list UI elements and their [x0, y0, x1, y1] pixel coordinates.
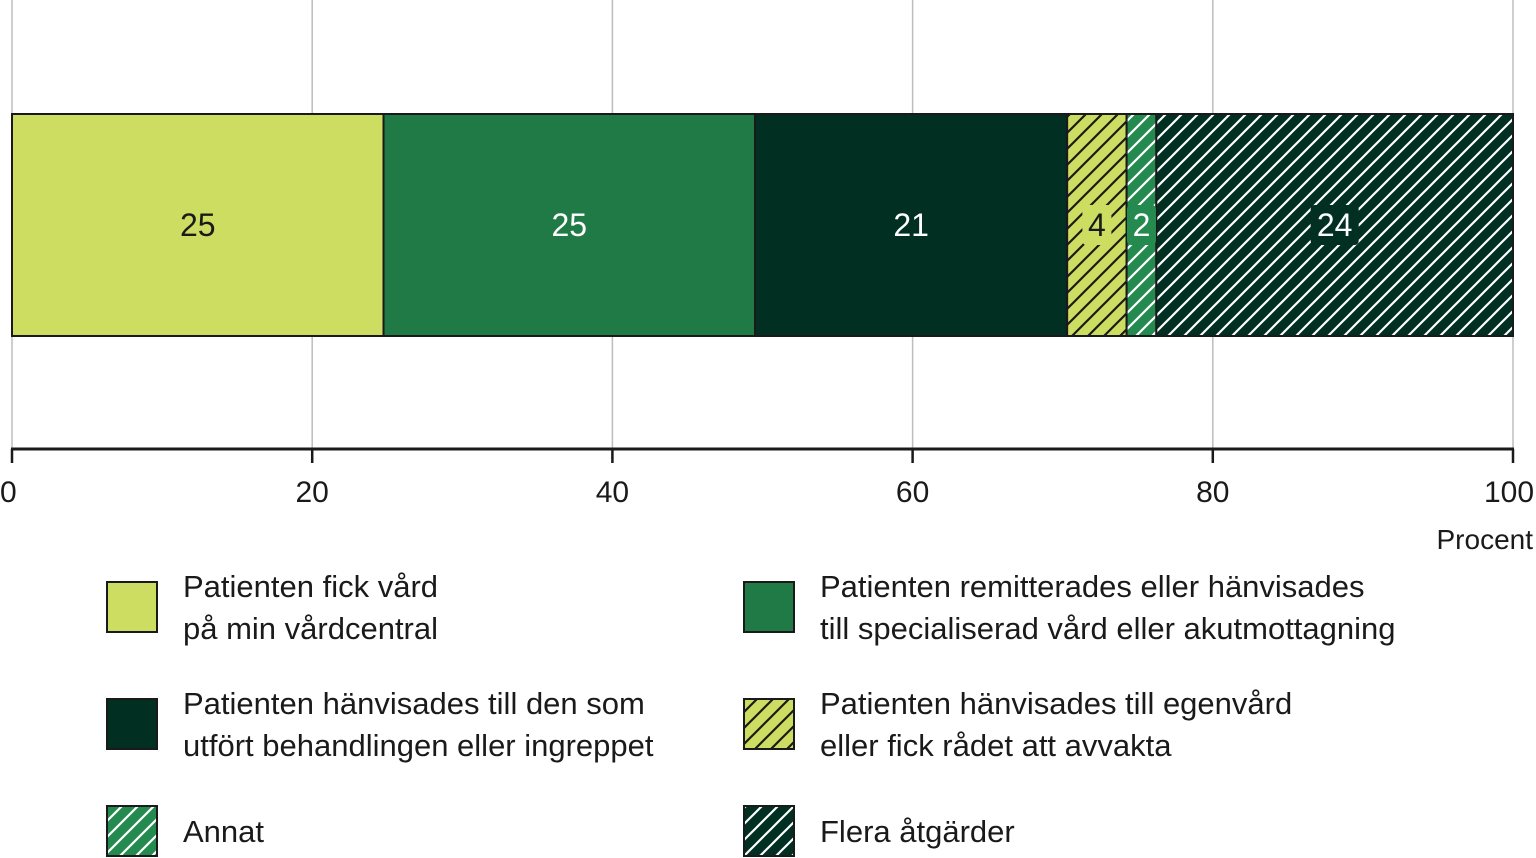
legend-swatch-patienten-hanvisades-till-den-som-utfort-behandlingen-eller-ingreppet — [106, 698, 158, 750]
tick-label-80: 80 — [1196, 476, 1229, 509]
legend-swatch-patienten-hanvisades-till-egenvard-eller-fick-radet-att-avvakta — [743, 698, 795, 750]
segment-label-bg-patienten-hanvisades-till-egenvard-eller-fick-radet-att-avvakta — [1082, 205, 1112, 245]
legend-swatch-annat — [106, 805, 158, 857]
stacked-bar — [11, 113, 1515, 337]
legend-label-patienten-fick-vard-pa-min-vardcentral-line-2: på min vårdcentral — [183, 611, 438, 646]
legend-item-flera-atgarder: Flera åtgärder — [743, 805, 1015, 857]
legend-swatch-patienten-fick-vard-pa-min-vardcentral — [106, 581, 158, 633]
legend-item-patienten-fick-vard-pa-min-vardcentral: Patienten fick vård på min vårdcentral — [106, 569, 438, 646]
legend-swatch-patienten-remitterades-eller-hanvisades-till-specialiserad-vard-eller-akutmottagning — [743, 581, 795, 633]
legend-item-patienten-remitterades-eller-hanvisades-till-specialiserad-vard-eller-akutmottagning: Patienten remitterades eller hänvisades t… — [743, 569, 1396, 646]
tick-label-0: 0 — [0, 476, 17, 509]
legend-label-patienten-hanvisades-till-den-som-utfort-behandlingen-eller-ingreppet-line-2: utfört behandlingen eller ingreppet — [183, 728, 654, 763]
segment-label-patienten-remitterades-eller-hanvisades-till-specialiserad-vard-eller-akutmottagning: 25 — [552, 207, 588, 243]
legend-label-patienten-remitterades-eller-hanvisades-till-specialiserad-vard-eller-akutmottagning-line-1: Patienten remitterades eller hänvisades — [820, 569, 1365, 604]
segment-label-patienten-hanvisades-till-egenvard-eller-fick-radet-att-avvakta: 4 — [1088, 207, 1106, 243]
tick-label-20: 20 — [296, 476, 329, 509]
bar-segment-patienten-hanvisades-till-den-som-utfort-behandlingen-eller-ingreppet — [754, 113, 1069, 337]
legend-label-patienten-remitterades-eller-hanvisades-till-specialiserad-vard-eller-akutmottagning-line-2: till specialiserad vård eller akutmottag… — [820, 611, 1396, 646]
segment-labels: 25 25 21 4 2 24 — [180, 205, 1359, 245]
x-axis-unit-label: Procent — [1437, 524, 1534, 555]
segment-label-bg-annat — [1126, 205, 1156, 245]
legend-item-patienten-hanvisades-till-den-som-utfort-behandlingen-eller-ingreppet: Patienten hänvisades till den som utfört … — [106, 686, 654, 763]
segment-label-patienten-hanvisades-till-den-som-utfort-behandlingen-eller-ingreppet: 21 — [893, 207, 929, 243]
bar-segment-patienten-fick-vard-pa-min-vardcentral — [11, 113, 385, 337]
segment-label-bg-flera-atgarder — [1310, 205, 1359, 245]
legend-label-patienten-hanvisades-till-egenvard-eller-fick-radet-att-avvakta-line-1: Patienten hänvisades till egenvård — [820, 686, 1292, 721]
legend-label-patienten-hanvisades-till-den-som-utfort-behandlingen-eller-ingreppet-line-1: Patienten hänvisades till den som — [183, 686, 645, 721]
segment-label-flera-atgarder: 24 — [1317, 207, 1353, 243]
legend-label-annat-line-1: Annat — [183, 814, 264, 849]
legend-label-flera-atgarder-line-1: Flera åtgärder — [820, 814, 1015, 849]
segment-label-annat: 2 — [1133, 207, 1151, 243]
x-axis: 0 20 40 60 80 100 Procent — [0, 447, 1534, 555]
tick-label-60: 60 — [896, 476, 929, 509]
segment-label-patienten-fick-vard-pa-min-vardcentral: 25 — [180, 207, 216, 243]
legend-item-annat: Annat — [106, 805, 264, 857]
legend-item-patienten-hanvisades-till-egenvard-eller-fick-radet-att-avvakta: Patienten hänvisades till egenvård eller … — [743, 686, 1292, 763]
tick-label-40: 40 — [596, 476, 629, 509]
legend-label-patienten-hanvisades-till-egenvard-eller-fick-radet-att-avvakta-line-2: eller fick rådet att avvakta — [820, 728, 1172, 763]
tick-label-100: 100 — [1484, 476, 1534, 509]
legend-swatch-flera-atgarder — [743, 805, 795, 857]
legend-label-patienten-fick-vard-pa-min-vardcentral-line-1: Patienten fick vård — [183, 569, 438, 604]
